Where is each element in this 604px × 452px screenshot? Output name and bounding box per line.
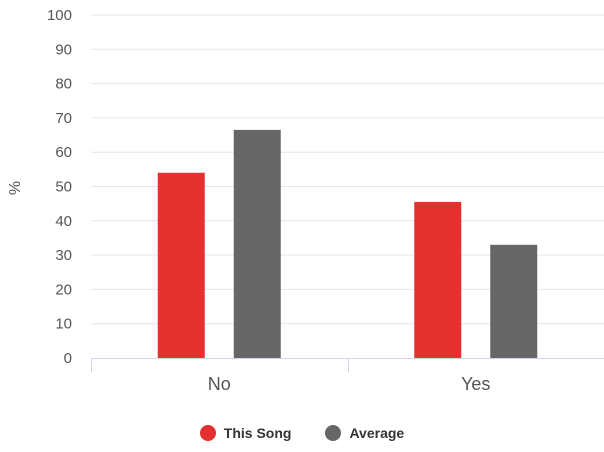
y-tick-label: 100	[47, 7, 72, 24]
bar-this-song-no[interactable]	[157, 172, 205, 358]
y-tick-label: 90	[55, 41, 72, 58]
y-axis-title: %	[7, 181, 24, 195]
legend-label-average: Average	[349, 425, 405, 441]
y-tick-label: 80	[55, 76, 72, 93]
legend-item-this-song[interactable]: This Song	[199, 425, 292, 441]
y-tick-label: 20	[55, 281, 72, 298]
y-tick-label: 10	[55, 316, 72, 333]
y-tick-label: 70	[55, 110, 72, 127]
legend: This Song Average	[0, 425, 604, 441]
x-tick-label: Yes	[461, 374, 490, 394]
legend-swatch-this-song	[199, 425, 216, 441]
y-tick-label: 60	[55, 144, 72, 161]
bar-this-song-yes[interactable]	[414, 201, 462, 358]
bars	[157, 129, 538, 358]
x-axis: No Yes	[91, 358, 604, 394]
legend-swatch-average	[325, 425, 342, 441]
legend-item-average[interactable]: Average	[325, 425, 404, 441]
y-tick-label: 30	[55, 247, 72, 264]
y-tick-label: 0	[64, 350, 72, 367]
y-axis-ticks: 0 10 20 30 40 50 60 70 80 90 100	[47, 7, 72, 367]
bar-chart: 0 10 20 30 40 50 60 70 80 90 100 % No Yes	[7, 7, 604, 394]
y-tick-label: 50	[55, 179, 72, 196]
bar-average-yes[interactable]	[490, 244, 538, 358]
bar-average-no[interactable]	[233, 129, 281, 358]
y-tick-label: 40	[55, 213, 72, 230]
legend-label-this-song: This Song	[223, 425, 292, 441]
x-tick-label: No	[208, 374, 231, 394]
